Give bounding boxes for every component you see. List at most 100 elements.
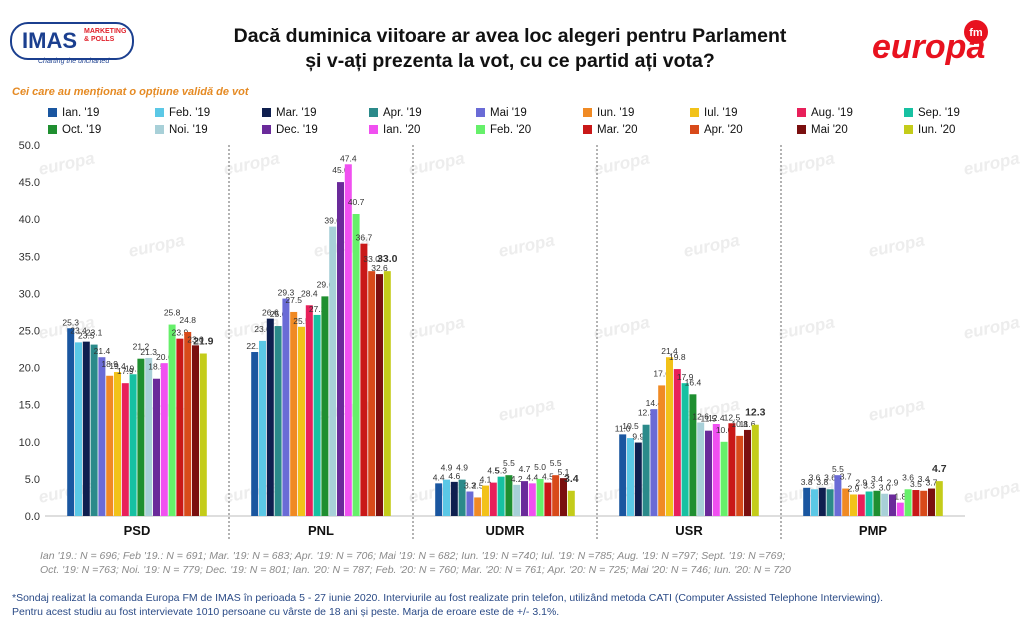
- legend-label: Iun. '19: [597, 107, 635, 119]
- bar: [865, 491, 873, 516]
- imas-logo-sub1: MARKETING: [84, 28, 127, 35]
- bar-value-label: 25.5: [293, 316, 310, 326]
- bar-value-label: 29.6: [317, 279, 334, 289]
- bar-value-label: 3.6: [809, 472, 821, 482]
- bar-value-label: 3.3: [464, 481, 476, 491]
- bar: [266, 318, 274, 516]
- bar-value-label: 17.9: [117, 366, 134, 376]
- bar: [889, 494, 896, 516]
- bar: [935, 481, 943, 516]
- legend-label: Ian. '19: [62, 107, 100, 119]
- sample-size-line2: Oct. '19: N =763; Noi. '19: N = 779; Dec…: [40, 564, 791, 576]
- bar: [666, 357, 673, 516]
- bar: [192, 345, 199, 516]
- bar-value-label: 5.5: [503, 458, 515, 468]
- legend-swatch: [369, 108, 378, 117]
- bar: [313, 314, 321, 516]
- bar: [458, 479, 466, 516]
- y-tick-label: 45.0: [19, 177, 40, 189]
- legend-swatch: [262, 108, 271, 117]
- legend-item: Aug. '19: [797, 107, 853, 122]
- bar: [544, 482, 552, 516]
- bar-value-label: 23.5: [78, 331, 95, 341]
- legend-item: Iun. '19: [583, 107, 634, 122]
- legend-swatch: [262, 125, 271, 134]
- legend-swatch: [690, 125, 699, 134]
- bar: [826, 489, 834, 516]
- bar-value-label: 14.4: [646, 398, 663, 408]
- bar: [145, 357, 153, 516]
- bar: [705, 430, 712, 516]
- bar: [376, 274, 383, 516]
- bar-value-label: 3.4: [871, 474, 883, 484]
- legend-label: Noi. '19: [169, 124, 208, 136]
- bar: [658, 385, 666, 516]
- bar: [368, 271, 376, 516]
- legend-item: Iul. '19: [690, 107, 738, 122]
- bar: [560, 478, 567, 516]
- legend-item: Ian. '19: [48, 107, 99, 122]
- bar: [803, 487, 811, 516]
- bar-value-label: 19.1: [125, 363, 142, 373]
- bar-value-label: 12.6: [692, 412, 709, 422]
- chart-title: Dacă duminica viitoare ar avea loc alege…: [140, 24, 880, 74]
- bar: [199, 353, 207, 516]
- bar-value-label: 2.9: [887, 477, 899, 487]
- bar: [274, 326, 282, 516]
- y-tick-label: 25.0: [19, 326, 40, 338]
- imas-logo: IMAS MARKETING & POLLS Charting the unch…: [10, 22, 135, 65]
- bar-value-label: 4.4: [433, 472, 445, 482]
- imas-logo-subtext: MARKETING & POLLS: [84, 28, 132, 44]
- bar: [67, 328, 75, 516]
- bar: [720, 441, 728, 516]
- legend-item: Ian. '20: [369, 124, 420, 139]
- bar-value-label: 22.1: [246, 341, 263, 351]
- bar: [513, 484, 521, 516]
- bar-value-label: 4.5: [487, 466, 499, 476]
- bar-value-label: 1.8: [894, 492, 906, 502]
- legend-item: Sep. '19: [904, 107, 960, 122]
- legend-label: Aug. '19: [811, 107, 853, 119]
- bar-value-label: 26.6: [262, 308, 279, 318]
- bar-value-label: 4.1: [480, 475, 492, 485]
- sample-size-line1: Ian '19.: N = 696; Feb '19.: N = 691; Ma…: [40, 550, 786, 562]
- bar-value-label: 4.4: [526, 472, 538, 482]
- bar: [627, 438, 634, 516]
- bar-value-label: 12.4: [708, 413, 725, 423]
- bar-value-label: 4.7: [519, 464, 531, 474]
- bar: [673, 369, 681, 516]
- bar-value-label: 4.5: [542, 472, 554, 482]
- bar-value-label: 12.3: [745, 407, 766, 419]
- bar: [811, 489, 818, 516]
- bar: [121, 383, 129, 516]
- legend-swatch: [155, 125, 164, 134]
- bar: [129, 374, 137, 516]
- bar-value-label: 5.5: [832, 464, 844, 474]
- bar-value-label: 3.4: [564, 473, 579, 485]
- legend-item: Dec. '19: [262, 124, 318, 139]
- legend-swatch: [797, 125, 806, 134]
- bar-value-label: 36.7: [356, 233, 373, 243]
- imas-tagline: Charting the uncharted: [38, 58, 110, 65]
- bar-value-label: 33.0: [363, 254, 380, 264]
- bar-value-label: 23.4: [70, 325, 87, 335]
- y-tick-label: 30.0: [19, 288, 40, 300]
- bar-value-label: 17.9: [677, 372, 694, 382]
- bar-value-label: 9.9: [632, 432, 644, 442]
- legend-swatch: [476, 108, 485, 117]
- bar: [290, 311, 298, 516]
- bar: [689, 394, 697, 516]
- bar: [920, 490, 928, 516]
- bar: [482, 485, 489, 516]
- bar-value-label: 21.4: [661, 346, 678, 356]
- bar-chart: 0.0 5.0 10.0 15.0 20.0 25.0 30.0 35.0 40.0 45.0 50…: [19, 140, 965, 540]
- bar-value-label: 3.7: [926, 478, 938, 488]
- bar: [352, 214, 360, 517]
- bar-value-label: 11.0: [615, 423, 631, 433]
- legend-item: Feb. '20: [476, 124, 531, 139]
- bar-value-label: 18.5: [148, 362, 165, 372]
- bar-value-label: 21.2: [133, 342, 150, 352]
- bar-value-label: 4.9: [456, 463, 468, 473]
- bar: [552, 475, 560, 516]
- bar: [329, 226, 337, 516]
